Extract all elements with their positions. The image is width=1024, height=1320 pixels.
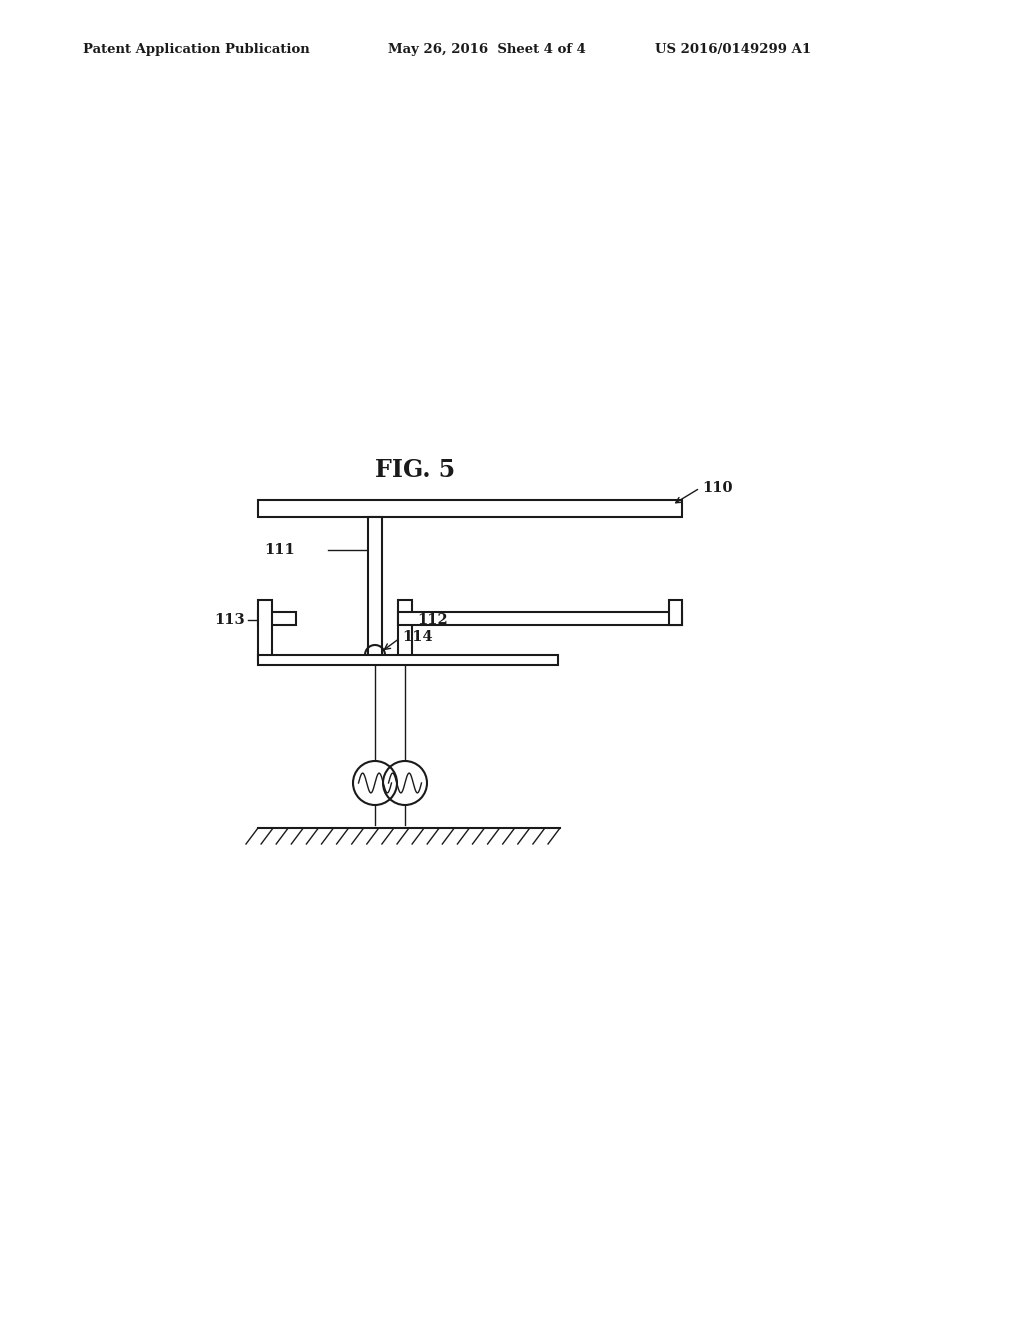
Bar [669,601,682,624]
Bar [398,601,412,660]
Bar [398,612,682,624]
Text: May 26, 2016  Sheet 4 of 4: May 26, 2016 Sheet 4 of 4 [388,44,586,57]
Text: US 2016/0149299 A1: US 2016/0149299 A1 [655,44,811,57]
Text: 111: 111 [264,543,295,557]
Text: 112: 112 [417,612,447,627]
Text: Patent Application Publication: Patent Application Publication [83,44,309,57]
Bar [258,500,682,517]
Bar [258,601,272,660]
Bar [368,517,382,660]
Text: FIG. 5: FIG. 5 [375,458,455,482]
Bar [258,655,558,665]
Bar [258,612,296,624]
Text: 110: 110 [702,480,732,495]
Text: 114: 114 [402,630,432,644]
Text: 113: 113 [214,612,245,627]
